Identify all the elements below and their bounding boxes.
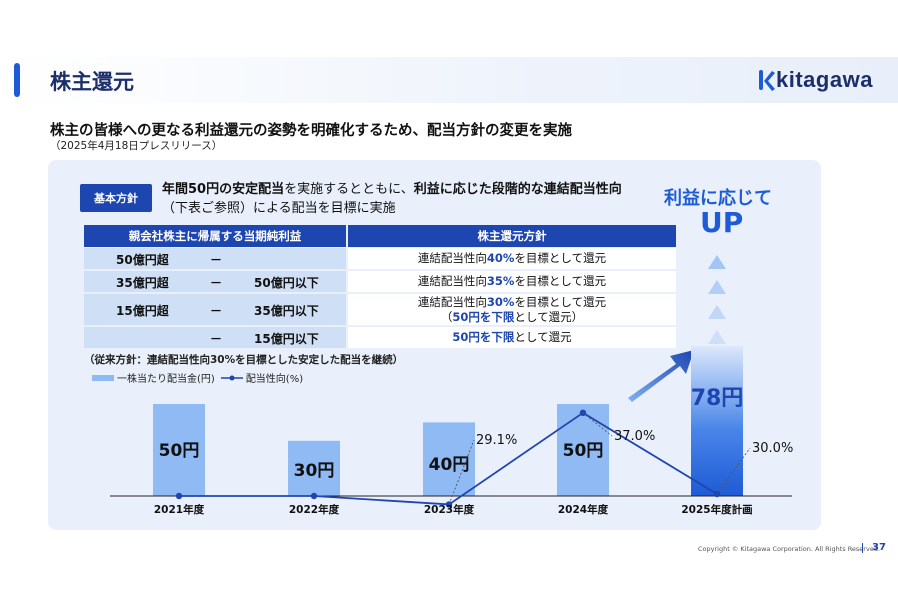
table-row: 15億円超 － 35億円以下 <box>84 294 346 325</box>
slide-subtitle: 株主の皆様への更なる利益還元の姿勢を明確化するため、配当方針の変更を実施 <box>50 123 572 139</box>
payout-ratio-point <box>175 492 183 500</box>
table-header-policy: 株主還元方針 <box>348 225 676 247</box>
table-row: 50億円超 － <box>84 248 346 269</box>
profit-upper: 50億円以下 <box>254 276 319 290</box>
press-release-note: （2025年4月18日プレスリリース） <box>50 140 223 152</box>
ratio-value-label: 30.0% <box>752 441 793 456</box>
policy-connector: を実施するとともに、 <box>284 182 414 197</box>
policy-line2: （下表ご参照）による配当を目標に実施 <box>162 201 396 216</box>
legend-line-label: 配当性向(%) <box>245 374 304 385</box>
callout-profit-text: 利益に応じて <box>664 188 772 209</box>
profit-upper: 15億円以下 <box>254 332 319 346</box>
dividend-bar <box>691 346 743 496</box>
legend-bar-swatch <box>92 374 114 381</box>
page-title: 株主還元 <box>50 70 134 94</box>
policy-highlight: 50円を下限 <box>452 330 515 344</box>
labels-layer: 50円 2021年度 30円 2022年度 40円 2023年度 50円 2024年度 78円 2… <box>154 386 793 516</box>
page-number: 37 <box>872 542 886 553</box>
policy-description: 年間50円の安定配当を実施するとともに、利益に応じた段階的な連結配当性向 （下表… <box>162 180 632 218</box>
up-triangle-icon <box>708 280 726 294</box>
dividend-bar <box>153 404 205 496</box>
category-label: 2021年度 <box>154 503 205 516</box>
table-row: － 15億円以下 <box>84 327 346 348</box>
title-accent-bar <box>14 63 20 97</box>
legend-bar-label: 一株当たり配当金(円) <box>117 374 215 385</box>
basic-policy-badge: 基本方針 <box>80 184 152 212</box>
ratio-value-label: 29.1% <box>476 433 517 448</box>
range-dash: － <box>210 332 223 346</box>
policy-text-a: 連結配当性向 <box>417 294 487 309</box>
logo-mark-icon <box>759 70 775 91</box>
policy-line2-post: として還元） <box>514 309 584 324</box>
policy-text-a: 連結配当性向 <box>417 251 487 265</box>
legend-line-swatch <box>220 375 243 380</box>
policy-cell: 連結配当性向40%を目標として還元 <box>348 248 676 269</box>
range-dash: － <box>210 304 223 318</box>
policy-highlight: 40% <box>486 251 515 265</box>
category-label: 2022年度 <box>289 503 340 516</box>
previous-policy-note: （従来方針：連結配当性向30%を目標とした安定した配当を継続） <box>84 354 404 366</box>
up-arrow-icon <box>628 350 694 402</box>
dividend-bar <box>288 440 340 496</box>
policy-line2-highlight: 50円を下限 <box>452 309 515 324</box>
policy-stable-dividend: 年間50円の安定配当 <box>162 182 285 197</box>
policy-cell: 連結配当性向30%を目標として還元 （50円を下限として還元） <box>348 294 676 325</box>
policy-text-b: を目標として還元 <box>514 294 607 309</box>
policy-cell: 連結配当性向35%を目標として還元 <box>348 271 676 292</box>
up-triangle-icon <box>708 305 726 319</box>
category-label: 2025年度計画 <box>681 503 752 516</box>
dividend-bar <box>557 404 609 496</box>
bar-value-label: 50円 <box>563 441 604 461</box>
range-dash: － <box>210 276 223 290</box>
ratio-leader-line <box>448 439 475 505</box>
decorations <box>628 255 726 402</box>
ratio-value-label: 37.0% <box>614 429 655 444</box>
up-triangle-icon <box>708 330 726 344</box>
policy-text-b: として還元 <box>514 330 572 344</box>
bar-value-label: 30円 <box>294 461 335 481</box>
profit-lower: 15億円超 <box>116 304 169 318</box>
chart-legend: 一株当たり配当金(円) 配当性向(%) <box>92 370 303 385</box>
profit-lower: 35億円超 <box>116 276 169 290</box>
callout-up-text: UP <box>700 206 744 239</box>
policy-cell: 50円を下限として還元 <box>348 327 676 348</box>
bar-value-label: 40円 <box>429 455 470 475</box>
profit-upper: 35億円以下 <box>254 304 319 318</box>
bar-value-label: 50円 <box>159 441 200 461</box>
bars-layer <box>153 346 743 496</box>
payout-ratio-point <box>310 492 318 500</box>
range-dash: － <box>210 253 223 267</box>
bar-value-label: 78円 <box>691 386 744 411</box>
copyright-text: Copyright © Kitagawa Corporation. All Ri… <box>698 545 881 553</box>
ratio-leader-line <box>716 447 751 495</box>
footer-separator <box>862 543 863 553</box>
category-label: 2024年度 <box>558 503 609 516</box>
up-triangle-icon <box>708 255 726 269</box>
policy-highlight: 30% <box>486 294 515 309</box>
slide-header-band <box>0 57 898 103</box>
company-logo: kitagawa <box>758 67 873 93</box>
profit-lower: 50億円超 <box>116 253 169 267</box>
policy-text-b: を目標として還元 <box>514 251 607 265</box>
table-header-profit: 親会社株主に帰属する当期純利益 <box>84 225 346 247</box>
policy-highlight: 35% <box>486 274 515 288</box>
policy-payout-ratio: 利益に応じた段階的な連結配当性向 <box>413 182 622 197</box>
category-label: 2023年度 <box>424 503 475 516</box>
policy-text-a: 連結配当性向 <box>417 274 487 288</box>
table-row: 35億円超 － 50億円以下 <box>84 271 346 292</box>
policy-line2-pre: （ <box>440 309 453 324</box>
policy-text-b: を目標として還元 <box>514 274 607 288</box>
logo-text: kitagawa <box>776 67 873 92</box>
